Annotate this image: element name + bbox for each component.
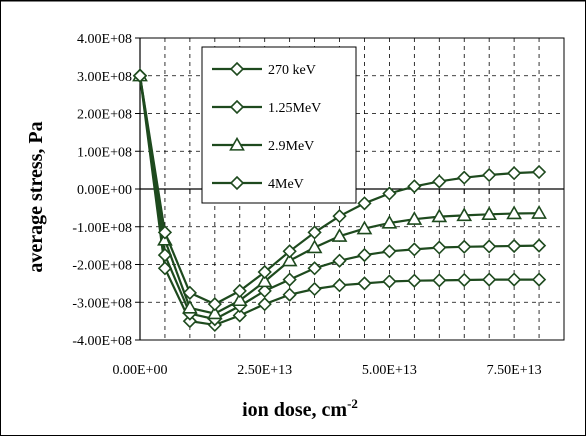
y-tick-label: 0.00E+00 — [77, 183, 132, 198]
data-point — [407, 242, 422, 257]
data-point — [431, 208, 448, 223]
data-point — [482, 167, 497, 183]
data-point — [282, 287, 297, 302]
data-point — [531, 205, 547, 219]
data-point — [232, 308, 247, 323]
legend-swatch-marker — [229, 61, 245, 77]
x-tick-label: 5.00E+13 — [362, 363, 417, 378]
y-axis-title: average stress, Pa — [25, 121, 47, 272]
data-point — [506, 205, 522, 220]
data-point — [382, 244, 397, 259]
x-axis-title: ion dose, cm-2 — [242, 396, 358, 421]
data-point — [482, 239, 497, 254]
data-point — [282, 244, 297, 259]
data-point — [456, 207, 473, 222]
y-tick-label: 2.00E+08 — [77, 108, 132, 123]
data-point — [257, 264, 272, 280]
y-tick-label: -2.00E+08 — [72, 259, 132, 274]
x-tick-label: 7.50E+13 — [487, 363, 542, 378]
data-point — [531, 272, 547, 287]
data-point — [357, 247, 372, 263]
series-layer — [132, 67, 547, 333]
data-point — [457, 239, 472, 254]
data-point — [306, 239, 323, 254]
data-point — [257, 283, 272, 299]
data-point — [331, 228, 348, 242]
y-tick-label: -1.00E+08 — [72, 221, 132, 236]
legend-label: 2.9MeV — [268, 139, 314, 154]
data-point — [206, 305, 223, 320]
data-point — [357, 276, 372, 291]
y-tick-label: -3.00E+08 — [72, 296, 132, 311]
data-point — [531, 164, 547, 180]
y-tick-label: 1.00E+08 — [77, 145, 132, 160]
x-tick-label: 0.00E+00 — [113, 363, 168, 378]
data-point — [207, 297, 222, 312]
x-axis-title-text: ion dose, cm — [242, 399, 347, 421]
data-point — [432, 174, 447, 189]
legend-swatch-marker — [229, 136, 245, 151]
series-1 — [132, 68, 547, 333]
data-point — [282, 272, 297, 287]
data-point — [531, 238, 547, 253]
x-tick-labels: 0.00E+00 2.50E+13 5.00E+13 7.50E+13 — [113, 363, 542, 378]
data-point — [356, 220, 373, 235]
data-point — [382, 274, 397, 289]
data-point — [506, 166, 522, 181]
y-tick-labels: 4.00E+08 3.00E+08 2.00E+08 1.00E+08 0.00E+00… — [72, 32, 132, 349]
data-point — [381, 214, 398, 229]
data-point — [307, 261, 322, 276]
data-point — [182, 299, 198, 314]
series-4 — [132, 68, 547, 312]
data-point — [407, 273, 422, 288]
data-point — [232, 283, 247, 299]
data-point — [432, 240, 447, 255]
legend: 270 keV 1.25MeV 2.9MeV 4MeV — [201, 46, 357, 204]
data-point — [506, 272, 522, 287]
legend-swatch-marker — [229, 175, 245, 191]
data-point — [332, 278, 347, 293]
data-point — [132, 68, 148, 83]
data-point — [457, 272, 472, 288]
data-point — [332, 209, 347, 224]
data-point — [332, 253, 347, 268]
data-point — [231, 292, 248, 307]
data-point — [457, 170, 472, 185]
legend-label: 270 keV — [268, 63, 316, 78]
data-point — [432, 273, 447, 288]
data-point — [382, 186, 397, 201]
legend-label: 1.25MeV — [268, 101, 321, 116]
legend-swatch-marker — [229, 99, 245, 115]
x-tick-label: 2.50E+13 — [237, 363, 292, 378]
legend-label: 4MeV — [268, 177, 304, 192]
data-point — [257, 297, 272, 312]
data-point — [357, 196, 372, 211]
data-point — [307, 225, 322, 240]
data-point — [407, 179, 422, 194]
chart-top-border — [0, 0, 586, 2]
data-point — [506, 238, 522, 254]
data-point — [182, 313, 198, 329]
y-tick-label: 4.00E+08 — [77, 32, 132, 47]
data-point — [281, 252, 298, 267]
data-point — [481, 206, 498, 220]
data-point — [157, 225, 173, 240]
data-point — [256, 273, 273, 288]
legend-box — [201, 46, 357, 204]
data-point — [307, 281, 322, 297]
y-tick-label: -4.00E+08 — [72, 334, 132, 349]
x-axis-title-superscript: -2 — [347, 396, 358, 411]
y-tick-label: 3.00E+08 — [77, 70, 132, 85]
data-point — [482, 272, 497, 287]
data-point — [406, 211, 423, 225]
data-point — [182, 285, 198, 300]
